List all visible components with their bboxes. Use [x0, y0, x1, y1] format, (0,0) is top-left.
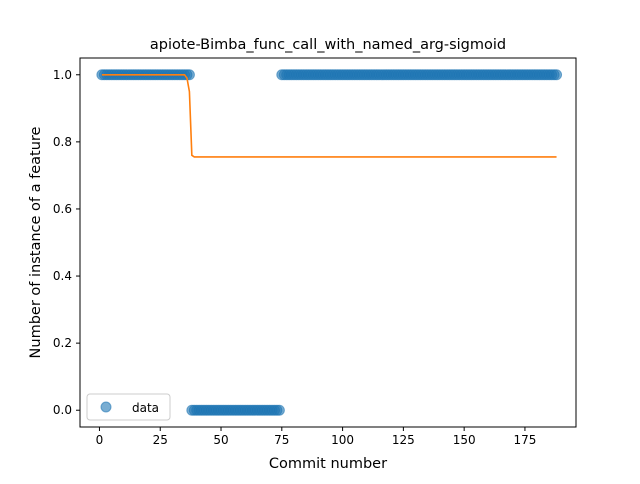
y-tick-label: 0.6 — [53, 202, 72, 216]
x-tick-label: 175 — [513, 433, 536, 447]
data-point — [183, 69, 195, 81]
x-axis-label: Commit number — [269, 456, 387, 472]
data-point — [273, 404, 285, 416]
x-tick-label: 25 — [153, 433, 168, 447]
x-tick-label: 150 — [453, 433, 476, 447]
y-axis-label: Number of instance of a feature — [28, 126, 44, 358]
x-tick-label: 75 — [274, 433, 289, 447]
y-tick-label: 0.8 — [53, 135, 72, 149]
y-tick-label: 0.0 — [53, 403, 72, 417]
x-axis: 0 25 50 75 100 125 150 175 — [96, 427, 536, 447]
legend: data — [86, 393, 171, 421]
y-axis: 0.0 0.2 0.4 0.6 0.8 1.0 — [53, 68, 80, 417]
chart-title: apiote-Bimba_func_call_with_named_arg-si… — [150, 37, 506, 53]
x-tick-label: 0 — [96, 433, 104, 447]
legend-marker-data — [100, 401, 112, 413]
axes-frame — [79, 57, 577, 428]
data-point — [551, 69, 563, 81]
x-tick-label: 125 — [392, 433, 415, 447]
y-tick-label: 1.0 — [53, 68, 72, 82]
x-tick-label: 50 — [213, 433, 228, 447]
plot-area — [96, 69, 563, 416]
legend-box — [86, 393, 171, 421]
y-tick-label: 0.2 — [53, 336, 72, 350]
legend-label-data: data — [132, 401, 159, 415]
x-tick-label: 100 — [331, 433, 354, 447]
y-tick-label: 0.4 — [53, 269, 72, 283]
fit-line — [101, 73, 557, 158]
